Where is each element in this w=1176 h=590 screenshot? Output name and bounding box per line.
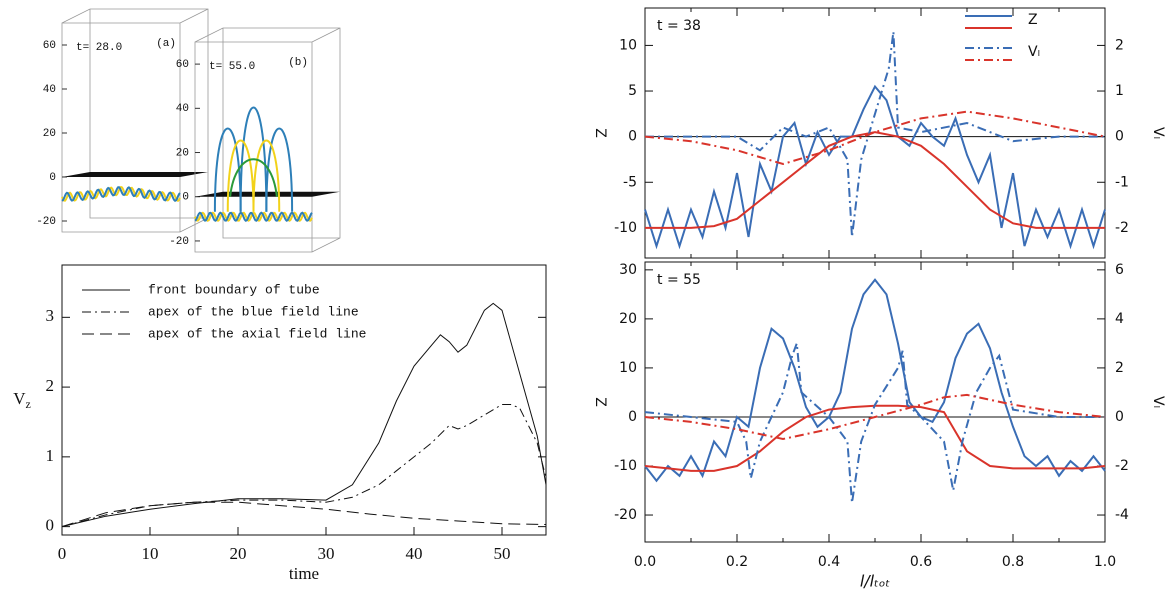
y-tick-label: 1 — [46, 446, 55, 465]
y-tick-label: 10 — [619, 37, 637, 53]
y-tick-label: 20 — [619, 311, 637, 327]
series-line — [644, 110, 1106, 166]
y-tick-label: 20 — [43, 128, 56, 140]
legend-label: Z — [1028, 12, 1038, 28]
y-tick-label: -10 — [614, 220, 637, 236]
x-tick-label: 40 — [406, 544, 423, 563]
x-tick-label: 1.0 — [1094, 554, 1116, 570]
y-tick-label: 30 — [619, 262, 637, 278]
plot-frame — [61, 264, 547, 536]
wave — [61, 186, 181, 202]
legend-label: front boundary of tube — [148, 282, 320, 297]
y-tick-label: 0 — [46, 516, 55, 535]
y2-tick-label: -1 — [1115, 174, 1129, 190]
box-frame — [61, 8, 209, 233]
series-line — [645, 131, 1105, 229]
y2-tick-label: 2 — [1115, 37, 1124, 53]
y-tick-label: 40 — [43, 84, 56, 96]
y2-axis-label: Vₗ — [1150, 127, 1166, 139]
panel-label: (b) — [288, 57, 308, 69]
loop — [229, 158, 278, 197]
x-tick-label: 0.6 — [910, 554, 932, 570]
y-tick-label: -20 — [614, 507, 637, 523]
plane — [62, 172, 208, 177]
loop — [265, 127, 294, 212]
series-line — [644, 393, 1106, 441]
panel-label: (a) — [156, 38, 176, 50]
loop — [226, 139, 255, 212]
legend-label: Vₗ — [1028, 44, 1040, 60]
x-tick-label: 0.8 — [1002, 554, 1024, 570]
y-axis-label-sub: z — [25, 397, 30, 411]
y2-tick-label: 1 — [1115, 83, 1124, 99]
x-axis-label: time — [289, 564, 319, 583]
series-line — [644, 278, 1106, 483]
y2-tick-label: -2 — [1115, 220, 1129, 236]
loop — [252, 139, 281, 212]
x-tick-label: 30 — [318, 544, 335, 563]
y-tick-label: 0 — [628, 129, 637, 145]
y2-tick-label: 0 — [1115, 409, 1124, 425]
y-tick-label: 60 — [176, 59, 189, 71]
series-line — [61, 501, 547, 528]
y-axis-label: Z — [592, 128, 608, 138]
y-tick-label: -20 — [169, 236, 189, 248]
series-line — [644, 343, 1105, 503]
legend-label: apex of the blue field line — [148, 304, 359, 319]
series-line — [644, 84, 1106, 250]
x-tick-label: 10 — [142, 544, 159, 563]
y-tick-label: -10 — [614, 458, 637, 474]
y-axis-label-text: V — [13, 389, 26, 408]
y-tick-label: -5 — [623, 174, 637, 190]
y-tick-label: 10 — [619, 360, 637, 376]
y-tick-label: 0 — [182, 192, 189, 204]
y-tick-label: 0 — [628, 409, 637, 425]
y2-tick-label: -4 — [1115, 507, 1129, 523]
y2-tick-label: 2 — [1115, 360, 1124, 376]
y-axis-label-text: Z — [592, 397, 608, 407]
time-label: t= 28.0 — [76, 42, 122, 54]
x-tick-label: 50 — [494, 544, 511, 563]
plot-frame — [644, 261, 1106, 543]
y-tick-label: 20 — [176, 147, 189, 159]
x-tick-label: 20 — [230, 544, 247, 563]
x-tick-label: 0 — [58, 544, 67, 563]
wave — [61, 185, 181, 202]
series-line — [644, 404, 1106, 472]
x-axis-label: l/lₜₒₜ — [860, 572, 891, 590]
y-tick-label: 60 — [43, 40, 56, 52]
y2-tick-label: 6 — [1115, 262, 1124, 278]
y-axis-label: Z — [592, 397, 608, 407]
time-label: t = 55 — [657, 272, 701, 288]
y2-tick-label: 4 — [1115, 311, 1124, 327]
x-tick-label: 0.2 — [726, 554, 748, 570]
wave — [194, 211, 313, 222]
y-axis-label: Vz — [13, 389, 31, 411]
y-tick-label: 3 — [46, 306, 55, 325]
y-tick-label: 5 — [628, 83, 637, 99]
y-tick-label: 0 — [49, 172, 56, 184]
y2-axis-label: Vₗ — [1150, 396, 1166, 408]
x-tick-label: 0.0 — [634, 554, 656, 570]
time-label: t = 38 — [657, 18, 701, 34]
y-tick-label: 40 — [176, 103, 189, 115]
y2-tick-label: 0 — [1115, 129, 1124, 145]
series-line — [61, 404, 547, 528]
y-tick-label: 2 — [46, 376, 55, 395]
y-tick-label: -20 — [36, 216, 56, 228]
time-label: t= 55.0 — [209, 61, 255, 73]
y2-tick-label: -2 — [1115, 458, 1129, 474]
loop — [213, 127, 242, 212]
x-tick-label: 0.4 — [818, 554, 840, 570]
wave — [194, 211, 313, 222]
series-line — [645, 31, 1105, 238]
y-axis-label-text: Z — [592, 128, 608, 138]
legend-label: apex of the axial field line — [148, 326, 366, 341]
box-frame — [194, 27, 341, 253]
